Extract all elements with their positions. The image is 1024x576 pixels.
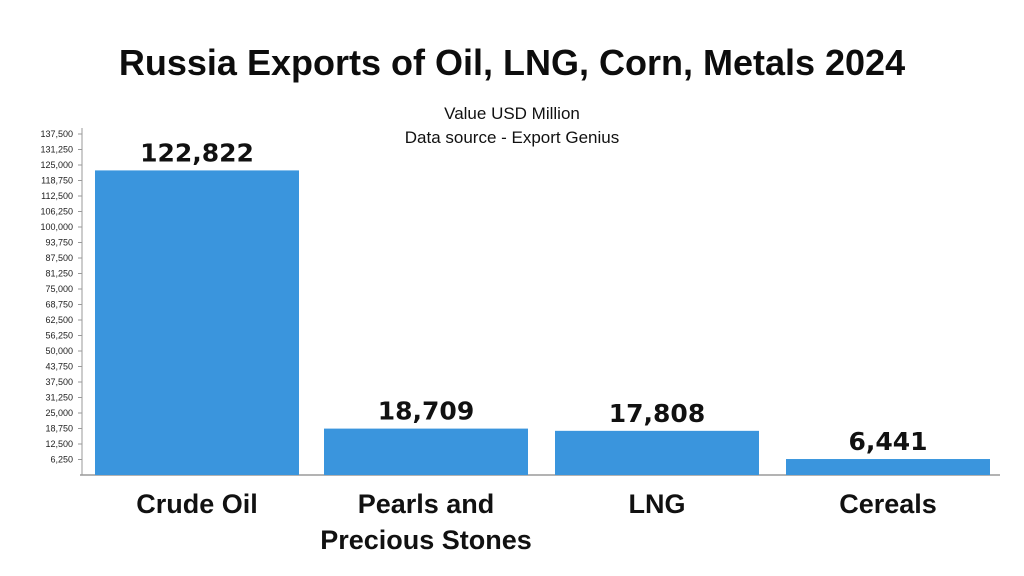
y-tick-label: 106,250 <box>40 207 73 217</box>
chart-subtitle-value: Value USD Million <box>444 104 580 123</box>
bar <box>95 170 299 476</box>
y-tick-label: 87,500 <box>45 253 73 263</box>
chart-title: Russia Exports of Oil, LNG, Corn, Metals… <box>118 42 906 83</box>
y-tick-label: 118,750 <box>41 176 73 186</box>
y-tick-label: 6,250 <box>50 455 73 465</box>
y-tick-label: 25,000 <box>45 408 73 418</box>
y-tick-label: 112,500 <box>41 191 73 201</box>
y-tick-label: 131,250 <box>40 145 73 155</box>
x-category-label: Cereals <box>839 489 937 519</box>
bar-layer <box>95 170 990 476</box>
label-layer: 122,822 Crude Oil 18,709 Pearls and Precious… <box>136 138 937 555</box>
y-tick-label: 18,750 <box>45 424 73 434</box>
data-label: 6,441 <box>848 427 927 456</box>
data-label: 17,808 <box>609 399 705 428</box>
bar <box>786 459 990 475</box>
y-tick-label: 75,000 <box>45 284 73 294</box>
bar <box>555 430 759 475</box>
y-tick-label: 12,500 <box>45 439 73 449</box>
data-label: 122,822 <box>140 138 254 167</box>
y-tick-label: 81,250 <box>45 269 73 279</box>
data-label: 18,709 <box>378 397 474 426</box>
y-tick-label: 100,000 <box>40 222 73 232</box>
chart-subtitle-source: Data source - Export Genius <box>404 128 620 147</box>
axis-layer: 6,250 12,500 18,750 25,000 31,250 37,500 43,75… <box>40 128 1000 476</box>
y-tick-label: 37,500 <box>45 377 73 387</box>
x-category-label: LNG <box>629 489 686 519</box>
y-tick-label: 50,000 <box>45 346 73 356</box>
bar <box>324 428 528 475</box>
y-tick-label: 68,750 <box>45 300 73 310</box>
y-tick-label: 93,750 <box>45 238 73 248</box>
y-tick-label: 62,500 <box>45 315 73 325</box>
y-tick-label: 137,500 <box>40 129 73 139</box>
x-category-label: Precious Stones <box>320 525 532 555</box>
y-tick-label: 125,000 <box>40 160 73 170</box>
x-category-label: Crude Oil <box>136 489 258 519</box>
x-category-label: Pearls and <box>358 489 495 519</box>
y-tick-label: 43,750 <box>45 362 73 372</box>
y-tick-label: 31,250 <box>45 393 73 403</box>
y-tick-label: 56,250 <box>45 331 73 341</box>
